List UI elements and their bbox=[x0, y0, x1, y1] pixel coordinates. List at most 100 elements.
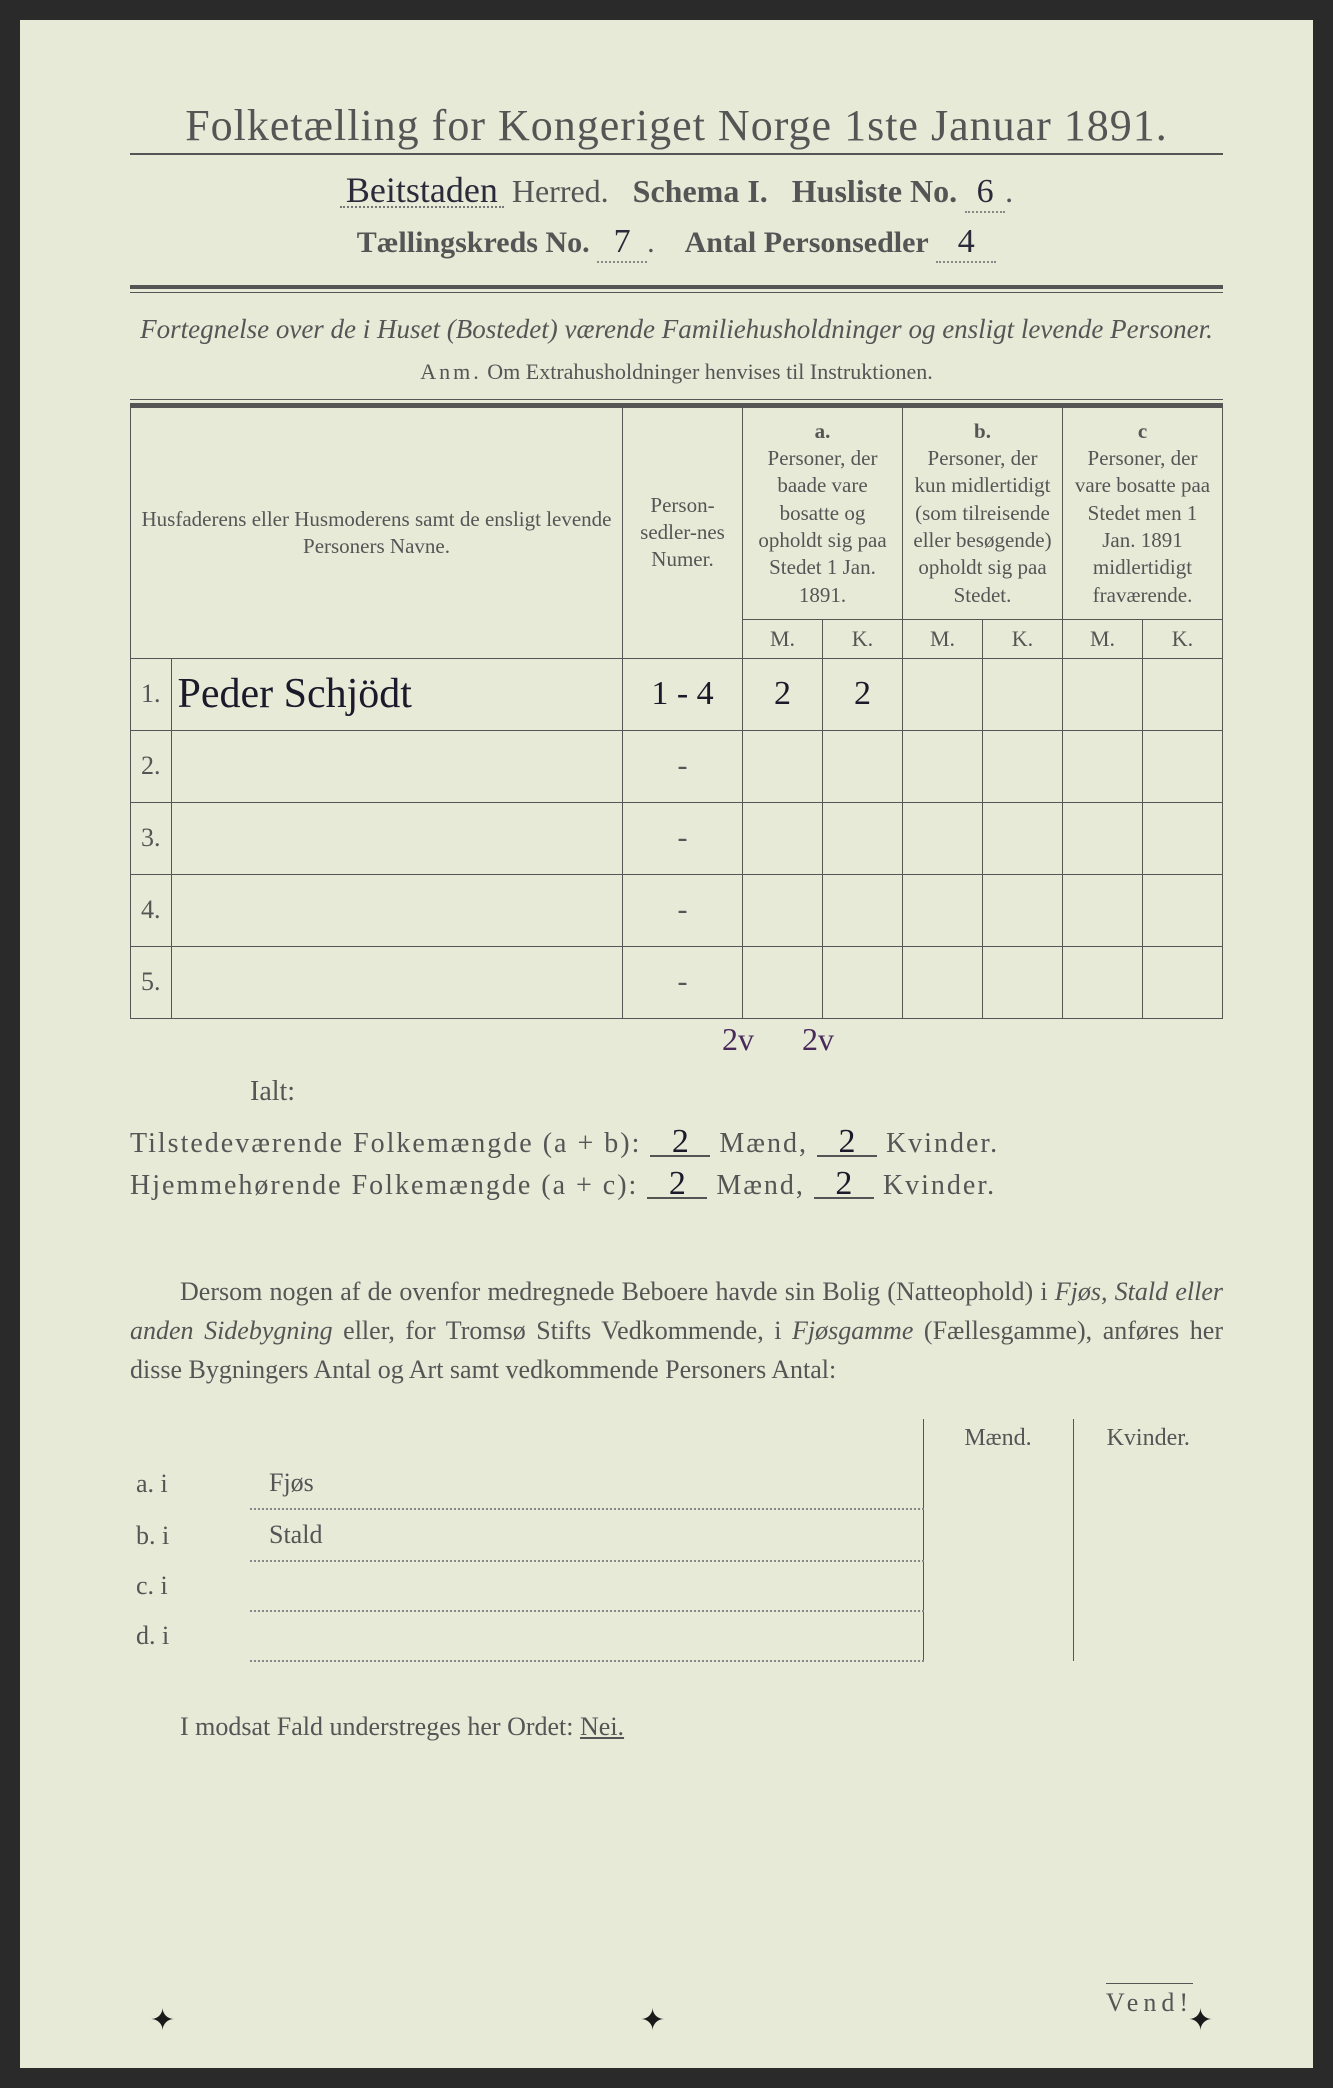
bldg-k-cell bbox=[1073, 1611, 1223, 1661]
summary1-m: 2 bbox=[650, 1128, 710, 1157]
a-k-cell bbox=[823, 946, 903, 1018]
table-row: 3. - bbox=[131, 802, 1223, 874]
table-row: 4. - bbox=[131, 874, 1223, 946]
summary2-maend: Mænd, bbox=[716, 1170, 805, 1201]
bldg-m-cell bbox=[923, 1611, 1073, 1661]
name-value: Peder Schjödt bbox=[178, 671, 412, 717]
summary1-kvinder: Kvinder. bbox=[886, 1128, 999, 1159]
bldg-row-type: Stald bbox=[250, 1509, 923, 1561]
b-m-cell bbox=[903, 658, 983, 730]
c-m-cell bbox=[1063, 802, 1143, 874]
row-num: 3. bbox=[131, 802, 172, 874]
summary2-label: Hjemmehørende Folkemængde (a + c): bbox=[130, 1170, 638, 1201]
building-table: Mænd. Kvinder. a. i Fjøs b. i Stald c. i… bbox=[130, 1419, 1223, 1662]
census-form-page: Folketælling for Kongeriget Norge 1ste J… bbox=[20, 20, 1313, 2068]
b-k-cell bbox=[983, 730, 1063, 802]
punch-mark-icon: ✦ bbox=[640, 2003, 665, 2038]
summary-line-1: Tilstedeværende Folkemængde (a + b): 2 M… bbox=[130, 1128, 1223, 1160]
a-k-cell bbox=[823, 802, 903, 874]
bldg-row-label: d. i bbox=[130, 1611, 250, 1661]
punch-mark-icon: ✦ bbox=[1188, 2003, 1213, 2038]
summary1-maend: Mænd, bbox=[719, 1128, 808, 1159]
b-m-cell bbox=[903, 730, 983, 802]
col-header-b: b. Personer, der kun midlertidigt (som t… bbox=[903, 407, 1063, 619]
bldg-row-type: Fjøs bbox=[250, 1458, 923, 1509]
c-k-cell bbox=[1143, 946, 1223, 1018]
col-header-c: c Personer, der vare bosatte paa Stedet … bbox=[1063, 407, 1223, 619]
main-table: Husfaderens eller Husmoderens samt de en… bbox=[130, 407, 1223, 1019]
summary2-kvinder: Kvinder. bbox=[883, 1170, 996, 1201]
c-k-cell bbox=[1143, 874, 1223, 946]
b-m-cell bbox=[903, 802, 983, 874]
numer-cell: - bbox=[623, 802, 743, 874]
numer-value: 1 - 4 bbox=[651, 675, 713, 712]
kreds-label: Tællingskreds No. bbox=[357, 226, 590, 259]
bldg-m-cell bbox=[923, 1509, 1073, 1561]
totals-row: 2v 2v bbox=[130, 1021, 1223, 1058]
table-row: 5. - bbox=[131, 946, 1223, 1018]
building-paragraph: Dersom nogen af de ovenfor medregnede Be… bbox=[130, 1272, 1223, 1389]
summary1-k: 2 bbox=[817, 1128, 877, 1157]
total-a-k: 2v bbox=[778, 1021, 858, 1058]
row-num: 2. bbox=[131, 730, 172, 802]
a-k-cell bbox=[823, 874, 903, 946]
c-k-header: K. bbox=[1143, 619, 1223, 658]
a-m-cell bbox=[743, 730, 823, 802]
divider-top bbox=[130, 285, 1223, 293]
c-m-cell bbox=[1063, 946, 1143, 1018]
table-body: 1. Peder Schjödt 1 - 4 2 2 2. - bbox=[131, 658, 1223, 1018]
row-num: 5. bbox=[131, 946, 172, 1018]
b-m-cell bbox=[903, 874, 983, 946]
c-k-cell bbox=[1143, 658, 1223, 730]
antal-value: 4 bbox=[936, 223, 996, 263]
subtitle: Fortegnelse over de i Huset (Bostedet) v… bbox=[130, 311, 1223, 349]
divider-2 bbox=[130, 399, 1223, 407]
c-m-cell bbox=[1063, 874, 1143, 946]
a-m-header: M. bbox=[743, 619, 823, 658]
c-m-header: M. bbox=[1063, 619, 1143, 658]
col-header-name: Husfaderens eller Husmoderens samt de en… bbox=[131, 407, 623, 658]
bldg-k-cell bbox=[1073, 1561, 1223, 1611]
b-m-header: M. bbox=[903, 619, 983, 658]
husliste-value: 6 bbox=[965, 173, 1005, 213]
summary-line-2: Hjemmehørende Folkemængde (a + c): 2 Mæn… bbox=[130, 1170, 1223, 1202]
name-cell bbox=[171, 802, 623, 874]
numer-cell: - bbox=[623, 730, 743, 802]
b-k-cell bbox=[983, 946, 1063, 1018]
name-cell: Peder Schjödt bbox=[171, 658, 623, 730]
a-k-cell: 2 bbox=[823, 658, 903, 730]
a-k-value: 2 bbox=[854, 675, 871, 712]
col-name-text: Husfaderens eller Husmoderens samt de en… bbox=[141, 507, 611, 558]
punch-mark-icon: ✦ bbox=[150, 2003, 175, 2038]
bldg-row-label: a. i bbox=[130, 1458, 250, 1509]
name-cell bbox=[171, 730, 623, 802]
c-m-cell bbox=[1063, 730, 1143, 802]
b-k-cell bbox=[983, 874, 1063, 946]
c-label: c bbox=[1138, 419, 1147, 443]
bldg-head-k: Kvinder. bbox=[1073, 1419, 1223, 1458]
bldg-row: a. i Fjøs bbox=[130, 1458, 1223, 1509]
kreds-value: 7 bbox=[597, 223, 647, 263]
summary2-k: 2 bbox=[814, 1170, 874, 1199]
a-m-cell bbox=[743, 874, 823, 946]
anm-note: Anm. Om Extrahusholdninger henvises til … bbox=[130, 359, 1223, 385]
c-k-cell bbox=[1143, 730, 1223, 802]
bldg-row-label: c. i bbox=[130, 1561, 250, 1611]
bldg-row-type bbox=[250, 1611, 923, 1661]
bldg-head-m: Mænd. bbox=[923, 1419, 1073, 1458]
bldg-m-cell bbox=[923, 1561, 1073, 1611]
nei-line: I modsat Fald understreges her Ordet: Ne… bbox=[130, 1712, 1223, 1742]
herred-label: Herred. bbox=[512, 173, 609, 209]
bldg-row: b. i Stald bbox=[130, 1509, 1223, 1561]
bldg-k-cell bbox=[1073, 1509, 1223, 1561]
a-m-cell: 2 bbox=[743, 658, 823, 730]
table-row: 2. - bbox=[131, 730, 1223, 802]
bldg-m-cell bbox=[923, 1458, 1073, 1509]
ialt-label: Ialt: bbox=[250, 1076, 1223, 1108]
a-text: Personer, der baade vare bosatte og opho… bbox=[758, 446, 886, 606]
total-a-m: 2v bbox=[698, 1021, 778, 1058]
bldg-row: c. i bbox=[130, 1561, 1223, 1611]
a-k-header: K. bbox=[823, 619, 903, 658]
anm-label: Anm. bbox=[420, 359, 482, 384]
bldg-k-cell bbox=[1073, 1458, 1223, 1509]
